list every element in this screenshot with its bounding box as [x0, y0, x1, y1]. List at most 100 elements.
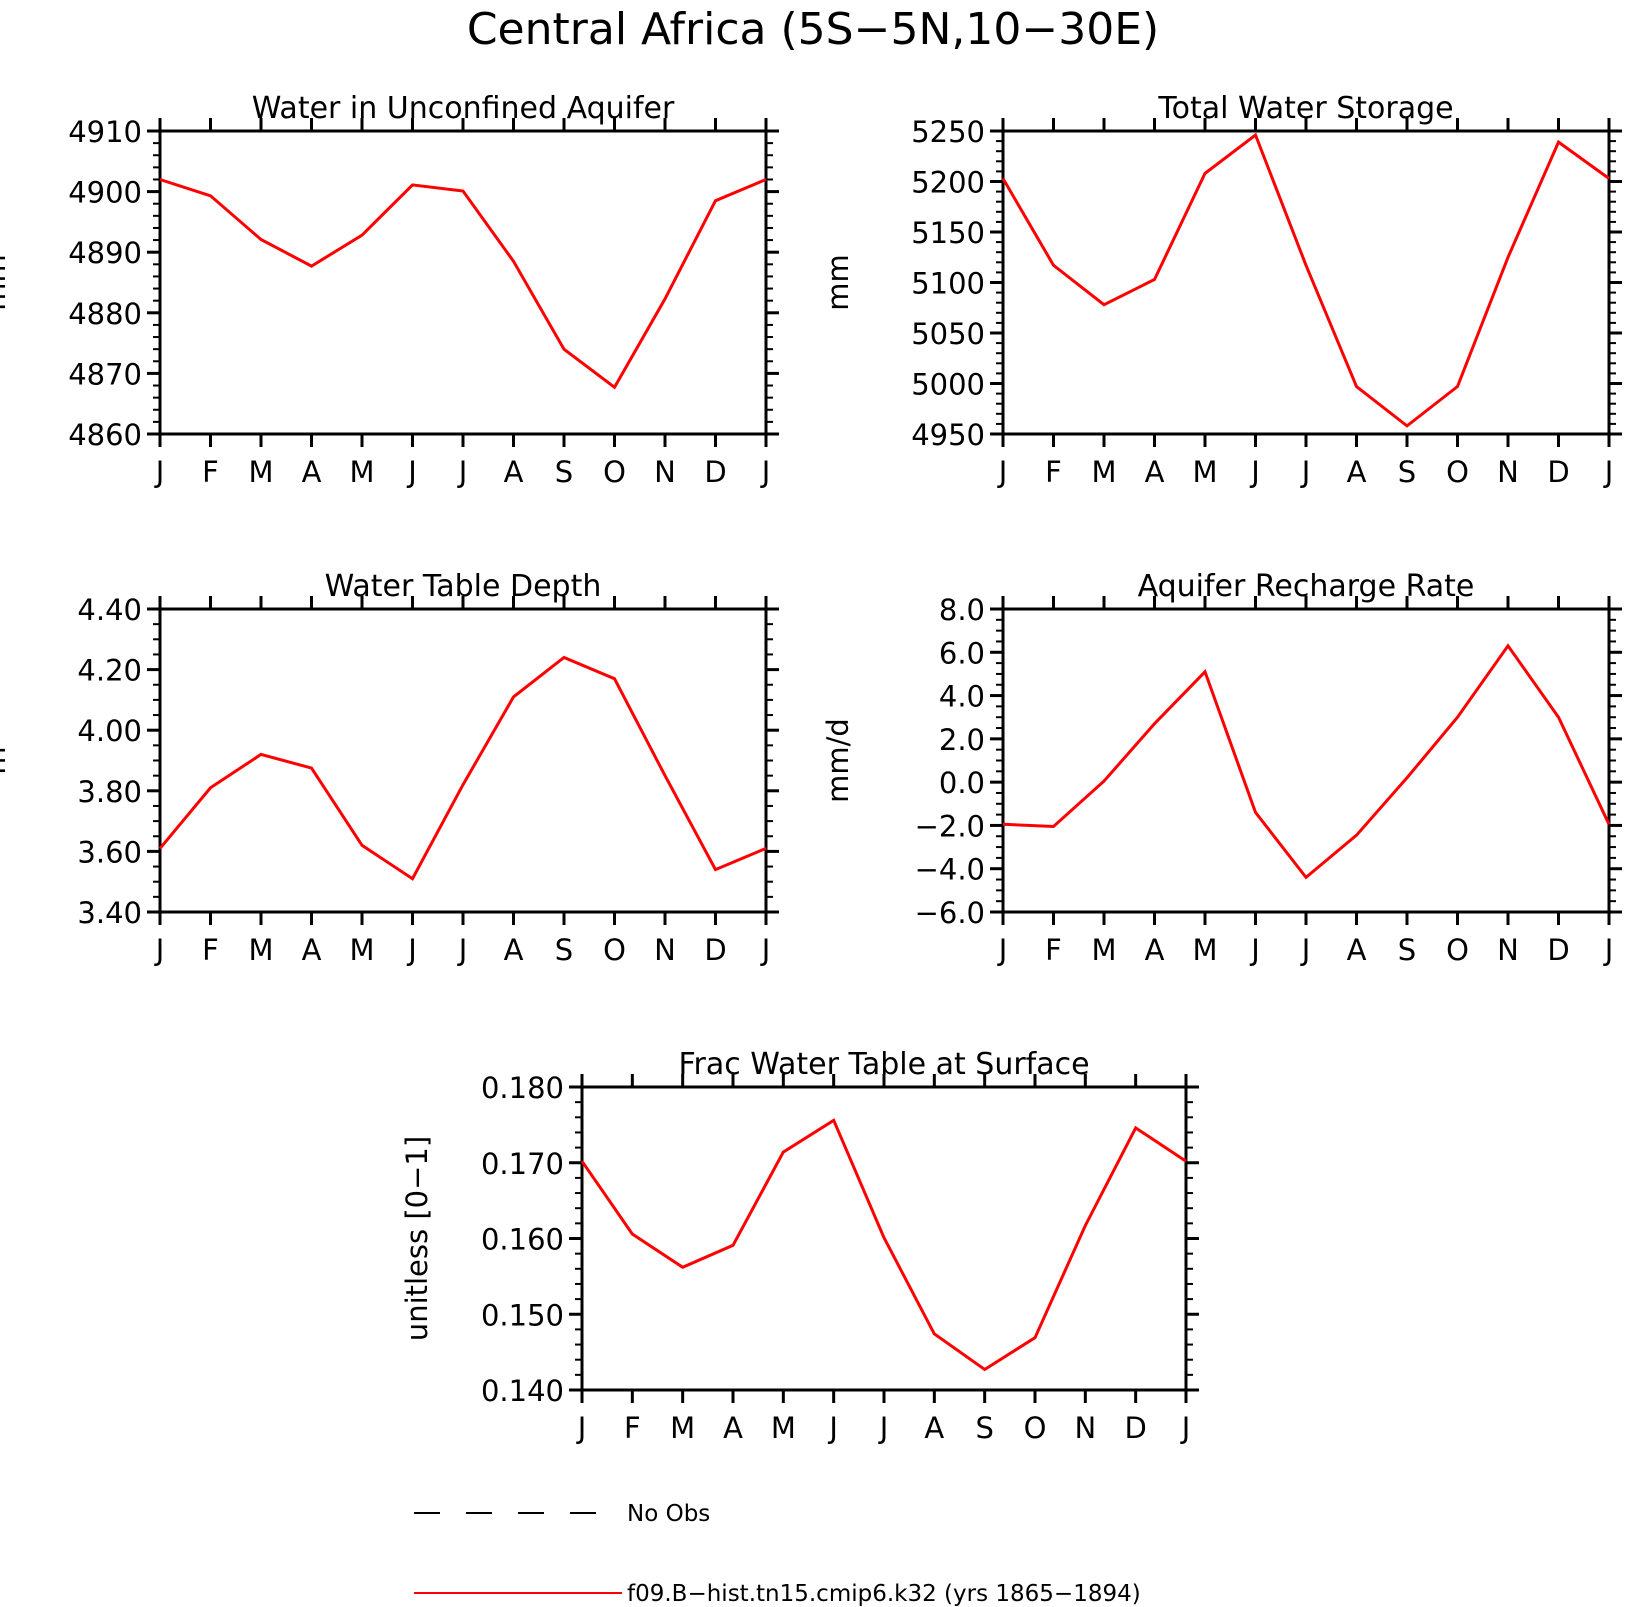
aquifer-recharge-rate-frame [1001, 607, 1611, 914]
water-table-depth-xtick-label: J [154, 933, 165, 967]
water-table-depth-ytick-label: 4.20 [77, 654, 142, 688]
total-water-storage-xtick-label: O [1446, 455, 1469, 489]
water-in-unconfined-aquifer-ytick-label: 4860 [68, 418, 142, 452]
water-in-unconfined-aquifer-xtick-label: M [349, 455, 374, 489]
aquifer-recharge-rate-ytick-label: −2.0 [915, 809, 985, 843]
total-water-storage-xtick-label: A [1347, 455, 1367, 489]
water-in-unconfined-aquifer-series-line [159, 178, 767, 390]
frac-water-table-at-surface-ytick-label: 0.170 [481, 1147, 564, 1181]
water-table-depth-xtick-label: J [760, 933, 771, 967]
aquifer-recharge-rate-ytick-label: 4.0 [939, 680, 985, 714]
frac-water-table-at-surface-xtick-label: J [576, 1411, 587, 1445]
total-water-storage-frame [1001, 129, 1611, 436]
frac-water-table-at-surface-xtick-label: F [624, 1411, 641, 1445]
total-water-storage-ytick-label: 4950 [911, 418, 985, 452]
legend-item-model: f09.B−hist.tn15.cmip6.k32 (yrs 1865−1894… [414, 1581, 1141, 1607]
total-water-storage-ytick-label: 5000 [911, 368, 985, 402]
frac-water-table-at-surface-ylabel: unitless [0−1] [400, 1136, 434, 1341]
water-in-unconfined-aquifer-xtick-label: D [704, 455, 726, 489]
total-water-storage-ytick-label: 5050 [911, 317, 985, 351]
aquifer-recharge-rate-xtick-label: A [1347, 933, 1367, 967]
aquifer-recharge-rate-ytick-label: 6.0 [939, 636, 985, 670]
water-table-depth-ytick-label: 4.00 [77, 714, 142, 748]
water-in-unconfined-aquifer-ytick-label: 4880 [68, 297, 142, 331]
frac-water-table-at-surface-ytick-label: 0.150 [481, 1298, 564, 1332]
aquifer-recharge-rate-series-line [1002, 643, 1611, 880]
aquifer-recharge-rate-ylabel: mm/d [821, 718, 855, 803]
frac-water-table-at-surface-xtick-label: A [924, 1411, 944, 1445]
water-table-depth-series-line [158, 655, 767, 881]
frac-water-table-at-surface-xtick-label: A [723, 1411, 743, 1445]
total-water-storage-xtick-label: S [1398, 455, 1416, 489]
water-table-depth-xtick-label: D [704, 933, 726, 967]
aquifer-recharge-rate-ytick-label: 0.0 [939, 766, 985, 800]
total-water-storage-ytick-label: 5250 [911, 115, 985, 149]
water-in-unconfined-aquifer-xtick-label: A [302, 455, 322, 489]
frac-water-table-at-surface-xtick-label: M [670, 1411, 695, 1445]
frac-water-table-at-surface-xtick-label: J [827, 1411, 838, 1445]
water-in-unconfined-aquifer-xtick-label: A [504, 455, 524, 489]
aquifer-recharge-rate-xtick-label: J [997, 933, 1008, 967]
water-table-depth-xtick-label: A [302, 933, 322, 967]
frac-water-table-at-surface-xtick-label: D [1124, 1411, 1146, 1445]
aquifer-recharge-rate-ytick-label: 8.0 [939, 593, 985, 627]
water-table-depth-xtick-label: N [654, 933, 676, 967]
water-in-unconfined-aquifer-xtick-label: J [406, 455, 417, 489]
aquifer-recharge-rate-xtick-label: M [1192, 933, 1217, 967]
aquifer-recharge-rate-ytick-label: −6.0 [915, 896, 985, 930]
total-water-storage-ylabel: mm [821, 254, 855, 311]
frac-water-table-at-surface-ytick-label: 0.140 [481, 1374, 564, 1408]
water-in-unconfined-aquifer-ytick-label: 4910 [68, 115, 142, 149]
total-water-storage-xtick-label: A [1145, 455, 1165, 489]
total-water-storage-ytick-label: 5200 [911, 166, 985, 200]
aquifer-recharge-rate-xtick-label: S [1398, 933, 1416, 967]
water-table-depth-ytick-label: 3.40 [77, 896, 142, 930]
water-table-depth-xtick-label: J [457, 933, 468, 967]
total-water-storage-xtick-label: J [1300, 455, 1311, 489]
water-table-depth-xtick-label: M [248, 933, 273, 967]
water-table-depth-xtick-label: M [349, 933, 374, 967]
water-in-unconfined-aquifer-xtick-label: S [555, 455, 573, 489]
frac-water-table-at-surface-series-line [580, 1118, 1187, 1372]
legend-label-model: f09.B−hist.tn15.cmip6.k32 (yrs 1865−1894… [627, 1581, 1141, 1607]
water-in-unconfined-aquifer-xtick-label: M [248, 455, 273, 489]
aquifer-recharge-rate-xtick-label: O [1446, 933, 1469, 967]
water-table-depth-xtick-label: J [406, 933, 417, 967]
water-table-depth-xtick-label: A [504, 933, 524, 967]
water-in-unconfined-aquifer-ylabel: mm [0, 254, 12, 311]
frac-water-table-at-surface-xtick-label: J [878, 1411, 889, 1445]
water-in-unconfined-aquifer-ytick-label: 4900 [68, 176, 142, 210]
frac-water-table-at-surface-xtick-label: J [1180, 1411, 1191, 1445]
legend: No Obs f09.B−hist.tn15.cmip6.k32 (yrs 18… [414, 1501, 1141, 1607]
frac-water-table-at-surface-xtick-label: O [1024, 1411, 1047, 1445]
aquifer-recharge-rate-xtick-label: J [1300, 933, 1311, 967]
total-water-storage-xtick-label: N [1497, 455, 1519, 489]
total-water-storage-ytick-label: 5100 [911, 267, 985, 301]
total-water-storage-ytick-label: 5150 [911, 216, 985, 250]
water-in-unconfined-aquifer-xtick-label: J [760, 455, 771, 489]
water-in-unconfined-aquifer-xtick-label: J [154, 455, 165, 489]
aquifer-recharge-rate-xtick-label: J [1603, 933, 1614, 967]
total-water-storage-series-line [1001, 132, 1610, 428]
frac-water-table-at-surface-xtick-label: N [1074, 1411, 1096, 1445]
frac-water-table-at-surface-ytick-label: 0.160 [481, 1223, 564, 1257]
water-in-unconfined-aquifer-xtick-label: O [603, 455, 626, 489]
figure-title: Central Africa (5S−5N,10−30E) [467, 4, 1159, 55]
water-table-depth-xtick-label: O [603, 933, 626, 967]
water-table-depth-xtick-label: S [555, 933, 573, 967]
total-water-storage-xtick-label: F [1045, 455, 1062, 489]
water-in-unconfined-aquifer-xtick-label: F [202, 455, 219, 489]
water-in-unconfined-aquifer-ytick-label: 4870 [68, 357, 142, 391]
water-table-depth-ytick-label: 4.40 [77, 593, 142, 627]
aquifer-recharge-rate-xtick-label: J [1249, 933, 1260, 967]
total-water-storage-xtick-label: M [1192, 455, 1217, 489]
total-water-storage-xtick-label: J [997, 455, 1008, 489]
frac-water-table-at-surface-xtick-label: M [771, 1411, 796, 1445]
water-in-unconfined-aquifer-xtick-label: J [457, 455, 468, 489]
